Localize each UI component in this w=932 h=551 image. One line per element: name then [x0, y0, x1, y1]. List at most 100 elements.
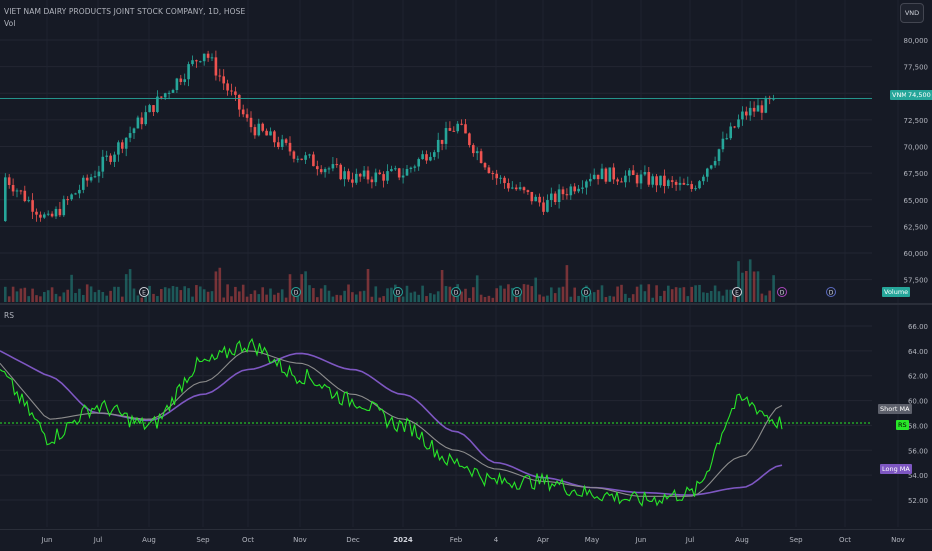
candle-body	[635, 174, 639, 184]
volume-bar	[85, 284, 89, 302]
volume-bar	[557, 287, 561, 302]
candle-body	[339, 164, 342, 180]
volume-bar	[23, 287, 27, 302]
candle-body	[124, 137, 128, 149]
time-label: Jul	[685, 536, 695, 544]
volume-bar	[635, 286, 639, 302]
candle-body	[167, 92, 171, 94]
candle-body	[97, 171, 101, 177]
price-pane[interactable]: 80,00077,50075,00072,50070,00067,50065,0…	[0, 0, 932, 303]
candle-body	[550, 193, 553, 201]
rs-chart[interactable]: 66.00 64.00 62.00 60.00 58.00 56.00 54.00 52.00	[0, 305, 932, 527]
candle-body	[639, 174, 643, 184]
event-marker: D	[512, 287, 522, 297]
volume-bar	[440, 269, 444, 302]
candle-body	[561, 189, 565, 195]
price-tick-label: 57,500	[904, 277, 929, 285]
candle-body	[175, 78, 179, 91]
candle-body	[682, 182, 686, 185]
volume-bar	[284, 297, 288, 302]
volume-bar	[620, 284, 623, 302]
candle-body	[507, 183, 510, 189]
volume-bar	[132, 288, 136, 302]
candle-body	[440, 139, 444, 144]
candle-body	[709, 165, 713, 169]
volume-bar	[163, 287, 167, 302]
candle-body	[43, 214, 46, 218]
volume-bar	[249, 293, 253, 302]
price-tick-label: 77,500	[904, 64, 929, 72]
candle-body	[89, 177, 93, 181]
volume-bar	[121, 296, 124, 302]
volume-bar	[140, 297, 144, 302]
long-ma-tag: Long MA	[880, 464, 912, 474]
event-marker: D	[777, 287, 787, 297]
price-chart[interactable]: 80,00077,50075,00072,50070,00067,50065,0…	[0, 0, 932, 303]
candle-body	[121, 142, 124, 149]
candle-body	[553, 193, 557, 203]
pane-divider[interactable]	[0, 303, 932, 305]
volume-bar	[698, 284, 701, 302]
volume-bar	[160, 289, 163, 302]
volume-bar	[347, 284, 350, 302]
volume-bar	[66, 289, 69, 302]
candle-body	[288, 142, 292, 152]
candle-body	[58, 208, 62, 216]
volume-bar	[425, 296, 428, 302]
volume-bar	[592, 292, 596, 302]
candle-body	[569, 186, 573, 196]
volume-bar	[674, 287, 678, 302]
candle-body	[156, 96, 159, 112]
volume-bar	[74, 293, 77, 302]
candle-body	[518, 187, 522, 190]
volume-bar	[479, 294, 483, 302]
price-tick-label: 65,000	[904, 197, 929, 205]
rs-tag: RS	[896, 420, 909, 430]
volume-bar	[561, 286, 565, 302]
candle-body	[347, 171, 350, 180]
candle-body	[729, 126, 732, 139]
candle-body	[144, 112, 147, 125]
volume-bar	[370, 296, 374, 302]
volume-bar	[323, 285, 327, 302]
candle-body	[136, 117, 140, 129]
volume-bar	[214, 271, 218, 302]
volume-bar	[772, 275, 775, 302]
candle-body	[199, 61, 202, 63]
volume-bar	[639, 284, 643, 302]
candle-body	[713, 161, 717, 166]
volume-bar	[222, 297, 225, 302]
candle-body	[249, 117, 253, 128]
time-label: Sep	[789, 536, 803, 544]
candle-body	[479, 151, 483, 164]
volume-bar	[421, 285, 424, 302]
candle-body	[546, 200, 549, 212]
volume-bar	[436, 291, 440, 302]
volume-bar	[187, 288, 190, 302]
volume-bar	[78, 288, 81, 302]
volume-bar	[280, 289, 284, 302]
volume-bar	[600, 285, 604, 302]
candle-body	[620, 181, 623, 183]
volume-bar	[124, 274, 128, 302]
candle-body	[323, 169, 327, 173]
candle-body	[698, 181, 701, 189]
volume-bar	[257, 294, 261, 302]
volume-bar	[113, 286, 116, 302]
svg-text:D: D	[584, 290, 589, 297]
time-label: Oct	[838, 536, 852, 544]
volume-bar	[670, 289, 674, 302]
rs-line	[0, 337, 783, 507]
currency-button[interactable]: VND	[900, 3, 924, 23]
candle-body	[284, 139, 288, 143]
volume-bar	[729, 289, 732, 302]
volume-bar	[475, 275, 479, 302]
rs-pane[interactable]: 66.00 64.00 62.00 60.00 58.00 56.00 54.00 52.00…	[0, 305, 932, 527]
price-tick-label: 72,500	[904, 117, 929, 125]
candle-body	[725, 138, 729, 140]
candle-body	[433, 152, 436, 157]
time-axis[interactable]: Jun Jul Aug Sep Oct Nov Dec 2024 Feb 4 Apr May Jun Ju…	[0, 529, 932, 551]
rs-tick-label: 64.00	[908, 348, 928, 356]
volume-bar	[152, 293, 155, 302]
rs-tick-label: 58.00	[908, 422, 928, 430]
